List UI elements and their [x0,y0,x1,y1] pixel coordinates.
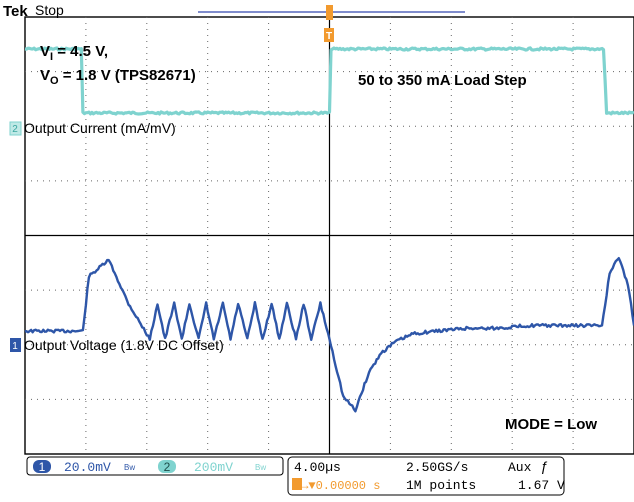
load-step-annotation: 50 to 350 mA Load Step [358,72,527,89]
mode-annotation: MODE = Low [505,416,597,433]
channel-1-scale: 20.0mV [64,460,111,475]
timebase-readout: 4.00µs [294,460,341,475]
trigger-level-readout: 1.67 V [518,478,565,493]
channel-2-scale: 200mV [194,460,233,475]
channel-2-trace-label: Output Current (mA/mV) [24,120,176,136]
brand-logo: Tek [3,3,28,20]
acquisition-state: Stop [35,2,64,18]
channel-1-trace-label: Output Voltage (1.8V DC Offset) [24,337,224,353]
trigger-position-readout: T→▼0.00000 s [294,479,380,493]
record-position-marker[interactable] [326,5,333,20]
channel-1-marker-label: 1 [12,341,18,352]
channel-2-bandwidth-indicator: Bw [255,463,266,472]
trigger-source-readout: Aux [508,460,532,475]
channel-2-badge-label: 2 [164,460,171,474]
channel-2-marker-label: 2 [12,124,18,135]
record-length-readout: 1M points [406,478,476,493]
sample-rate-readout: 2.50GS/s [406,460,468,475]
channel-1-badge-label: 1 [39,460,46,474]
channel-1-bandwidth-indicator: Bw [124,463,135,472]
trigger-slope-icon: ƒ [540,458,548,474]
trigger-marker-label: T [326,31,332,42]
